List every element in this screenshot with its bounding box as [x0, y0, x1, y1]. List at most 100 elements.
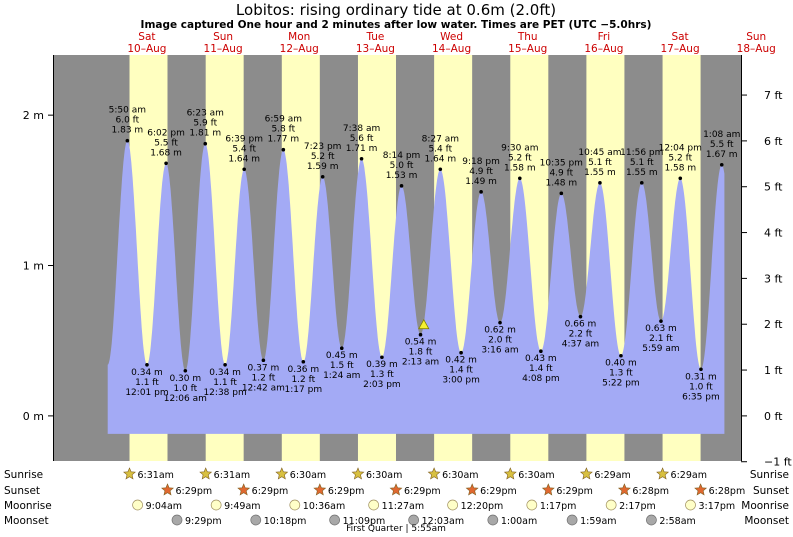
tide-point-low — [301, 359, 306, 364]
current-tide-marker — [418, 318, 430, 330]
tide-label-high: 5.1 ft — [588, 158, 612, 168]
day-weekday: Wed — [440, 31, 463, 43]
sunset-time: 6:29pm — [175, 486, 212, 497]
tide-label-high: 5.5 ft — [154, 138, 178, 148]
tide-point-high — [164, 161, 168, 166]
day-date: 17–Aug — [661, 43, 700, 55]
astro-row-label-right: Moonrise — [741, 500, 789, 512]
astro-row-label-left: Moonset — [4, 515, 49, 527]
moonset-icon — [487, 514, 499, 526]
tide-label-low: 0.43 m — [525, 354, 557, 364]
tide-label-low: 0.54 m — [405, 338, 437, 348]
tide-label-high: 4.9 ft — [469, 167, 493, 177]
tide-label-high: 1.55 m — [584, 168, 616, 178]
tide-label-low: 1.8 ft — [409, 348, 433, 358]
day-weekday: Sun — [213, 31, 233, 43]
tide-point-low — [145, 362, 149, 367]
tide-point-low — [578, 314, 583, 319]
day-weekday: Sat — [671, 31, 688, 43]
tide-label-low: 1.3 ft — [609, 369, 633, 379]
tide-label-high: 1:08 am — [703, 130, 740, 140]
moonset-time: 1:59am — [580, 516, 616, 527]
y-tick-label-ft: −1 ft — [764, 456, 792, 469]
tide-label-low: 0.36 m — [287, 365, 319, 375]
tide-label-high: 5.5 ft — [710, 140, 734, 150]
tide-label-high: 7:23 pm — [304, 142, 342, 152]
tide-label-low: 0.42 m — [445, 356, 477, 366]
day-date: 12–Aug — [280, 43, 319, 55]
tide-label-low: 0.66 m — [565, 320, 597, 330]
y-tick-label-m: 1 m — [23, 260, 44, 273]
tide-label-low: 0.34 m — [209, 368, 241, 378]
tide-label-low: 12:42 am — [242, 383, 285, 393]
y-tick-label-ft: 6 ft — [764, 135, 783, 148]
tide-label-low: 1.5 ft — [330, 361, 354, 371]
tide-point-high — [678, 176, 683, 181]
tide-point-low — [459, 350, 463, 355]
sunrise-icon — [123, 467, 136, 480]
moonset-icon — [566, 514, 578, 526]
tide-point-high — [479, 190, 483, 194]
tide-label-low: 0.45 m — [326, 351, 358, 361]
tide-label-low: 1.2 ft — [252, 373, 276, 383]
moonrise-time: 12:20pm — [461, 501, 504, 512]
tide-label-high: 5.4 ft — [428, 144, 452, 154]
tide-label-high: 5.2 ft — [668, 153, 692, 163]
sunset-icon — [313, 483, 327, 496]
tide-label-high: 1.64 m — [424, 154, 456, 164]
moonrise-time: 9:49am — [224, 501, 260, 512]
tide-label-low: 0.63 m — [645, 324, 677, 334]
current-tide-triangle — [418, 318, 430, 330]
astro-row-label-right: Sunset — [753, 485, 789, 497]
tide-label-low: 1.4 ft — [449, 366, 473, 376]
moonset-time: 12:03am — [422, 516, 464, 527]
y-tick-label-ft: 0 ft — [764, 410, 783, 423]
sunset-icon — [465, 483, 479, 496]
y-tick-label-m: 0 m — [23, 410, 44, 423]
sunrise-icon — [503, 467, 517, 480]
tide-label-low: 4:08 pm — [522, 374, 560, 384]
tide-point-high — [639, 181, 644, 185]
tide-label-low: 6:35 pm — [682, 392, 720, 402]
tide-label-low: 1.1 ft — [135, 378, 159, 388]
sunset-time: 6:28pm — [709, 486, 746, 497]
day-weekday: Sat — [138, 31, 155, 43]
tide-label-low: 1:24 am — [323, 371, 360, 381]
astro-table: Sunrise Sunrise Sunset Sunset Moonrise Moonri… — [4, 467, 789, 527]
tide-label-high: 4.9 ft — [549, 168, 573, 178]
tide-point-low — [539, 349, 543, 354]
tide-label-high: 1.59 m — [307, 162, 339, 172]
tide-label-low: 0.37 m — [248, 363, 280, 373]
tide-point-high — [719, 162, 724, 167]
tide-label-low: 1.0 ft — [173, 384, 197, 394]
tide-label-high: 1.81 m — [189, 129, 221, 139]
tide-label-high: 5.9 ft — [193, 119, 217, 129]
moonset-icon — [646, 514, 657, 526]
sunset-icon — [694, 483, 708, 496]
day-weekday: Sun — [746, 31, 766, 43]
tide-label-high: 1.58 m — [504, 163, 536, 173]
moonset-icon — [171, 514, 183, 526]
tide-point-high — [518, 176, 522, 181]
tide-label-high: 1.48 m — [545, 178, 577, 188]
day-headers: Sat10–AugSun11–AugMon12–AugTue13–AugWed1… — [127, 31, 775, 55]
tide-point-low — [339, 346, 344, 351]
tide-label-high: 5.2 ft — [508, 153, 532, 163]
y-tick-label-m: 2 m — [23, 109, 44, 122]
sunrise-icon — [199, 467, 213, 480]
tide-point-high — [242, 167, 246, 172]
moonrise-time: 9:04am — [146, 501, 182, 512]
tide-point-high — [598, 181, 602, 185]
tide-label-low: 2.1 ft — [649, 334, 673, 344]
sunset-icon — [617, 483, 631, 496]
day-date: 15–Aug — [508, 43, 547, 55]
tide-point-high — [399, 184, 404, 188]
y-axis-feet: −1 ft 0 ft 1 ft 2 ft 3 ft 4 ft 5 ft 6 ft 7 ft — [741, 55, 792, 469]
tide-label-high: 5:50 am — [109, 106, 146, 116]
moonrise-icon — [132, 499, 143, 511]
tide-point-high — [438, 167, 443, 172]
day-date: 13–Aug — [356, 43, 395, 55]
sunrise-icon — [351, 467, 365, 480]
sunset-icon — [389, 483, 403, 496]
